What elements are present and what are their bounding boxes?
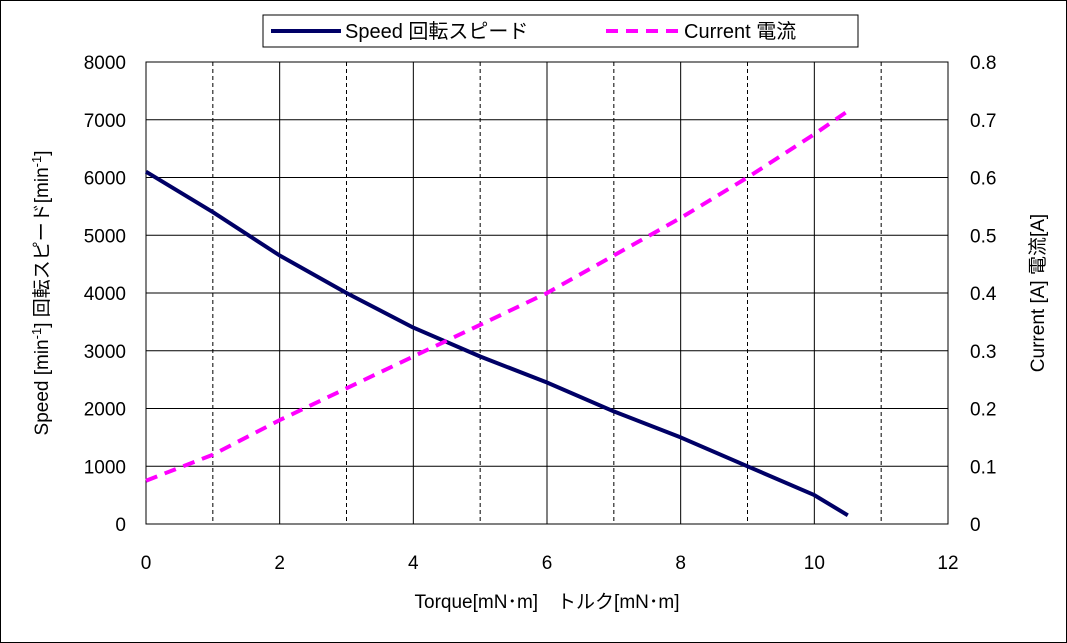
- plot-border: [145, 61, 949, 525]
- y2-tick-label: 0.6: [970, 169, 996, 190]
- y2-tick-label: 0.4: [970, 284, 997, 305]
- y-axis-label: Speed [min-1] 回転スピード[min-1]: [29, 151, 53, 436]
- y-tick-label: 0: [115, 515, 126, 536]
- speed-series-line: [144, 169, 849, 518]
- legend: Speed 回転スピード Current 電流: [262, 14, 859, 48]
- y-tick-label: 3000: [84, 342, 126, 363]
- y-tick-label: 5000: [84, 226, 126, 247]
- y2-axis-ticks: 0 0.1 0.2 0.3 0.4 0.5 0.6 0.7 0.8: [970, 53, 997, 536]
- legend-label-current: Current 電流: [684, 20, 796, 43]
- y-axis-ticks: 0 1000 2000 3000 4000 5000 6000 7000 8000: [84, 53, 126, 536]
- x-tick-label: 12: [937, 553, 958, 574]
- y-tick-label: 1000: [84, 457, 126, 478]
- y2-axis-label: Current [A] 電流[A]: [1027, 214, 1049, 372]
- y-axis-label-superscript: -1: [29, 328, 44, 340]
- y-tick-label: 6000: [84, 169, 126, 190]
- legend-box: [262, 14, 859, 48]
- y2-tick-label: 0.2: [970, 400, 996, 421]
- y-axis-label-part: ] 回転スピード[min: [31, 167, 53, 327]
- y-tick-label: 2000: [84, 400, 126, 421]
- y2-tick-label: 0.1: [970, 457, 996, 478]
- x-tick-label: 2: [274, 553, 285, 574]
- x-tick-label: 6: [542, 553, 553, 574]
- y-axis-label-superscript: -1: [29, 156, 44, 168]
- x-tick-label: 8: [675, 553, 686, 574]
- y2-tick-label: 0.3: [970, 342, 996, 363]
- y2-tick-label: 0: [970, 515, 981, 536]
- x-tick-label: 4: [408, 553, 419, 574]
- legend-label-speed: Speed 回転スピード: [345, 20, 528, 43]
- x-axis-ticks: 0 2 4 6 8 10 12: [141, 553, 959, 574]
- y-axis-label-part: ]: [32, 151, 53, 156]
- series-group: [144, 109, 849, 518]
- x-tick-label: 10: [804, 553, 825, 574]
- y2-tick-label: 0.7: [970, 111, 996, 132]
- x-tick-label: 0: [141, 553, 152, 574]
- y-tick-label: 7000: [84, 111, 126, 132]
- y2-tick-label: 0.8: [970, 53, 996, 74]
- current-series-line: [145, 109, 849, 483]
- y-axis-label-part: Speed [min: [32, 339, 53, 435]
- y2-tick-label: 0.5: [970, 226, 996, 247]
- y-tick-label: 8000: [84, 53, 126, 74]
- y-tick-label: 4000: [84, 284, 126, 305]
- x-axis-label: Torque[mN･m] トルク[mN･m]: [415, 591, 680, 613]
